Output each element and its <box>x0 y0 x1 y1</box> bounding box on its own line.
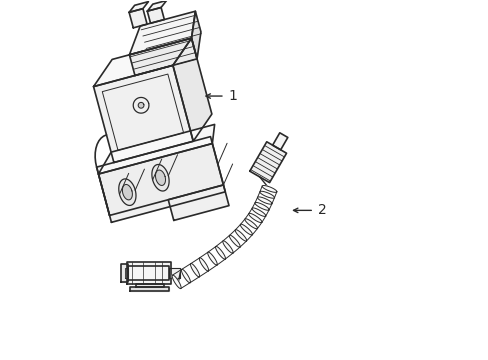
Polygon shape <box>191 11 201 59</box>
Polygon shape <box>172 275 181 289</box>
Polygon shape <box>93 65 193 162</box>
Polygon shape <box>190 264 199 277</box>
Polygon shape <box>173 38 211 141</box>
Polygon shape <box>229 235 240 247</box>
Polygon shape <box>155 170 165 185</box>
Polygon shape <box>207 252 217 265</box>
Polygon shape <box>259 191 274 198</box>
Polygon shape <box>129 1 148 12</box>
Polygon shape <box>199 258 208 271</box>
Polygon shape <box>122 184 132 200</box>
Polygon shape <box>119 179 136 206</box>
Polygon shape <box>168 185 228 220</box>
Polygon shape <box>249 142 286 183</box>
Polygon shape <box>129 9 147 28</box>
Polygon shape <box>240 224 252 235</box>
Polygon shape <box>97 136 225 222</box>
Polygon shape <box>251 208 265 216</box>
Polygon shape <box>121 264 128 282</box>
Polygon shape <box>138 103 143 108</box>
Polygon shape <box>147 8 164 23</box>
Polygon shape <box>98 125 214 174</box>
Polygon shape <box>93 38 191 87</box>
Polygon shape <box>248 213 262 222</box>
Polygon shape <box>124 267 128 278</box>
Polygon shape <box>235 230 246 241</box>
Polygon shape <box>254 202 268 210</box>
Polygon shape <box>147 0 166 11</box>
Polygon shape <box>244 219 257 229</box>
Polygon shape <box>223 241 233 253</box>
Polygon shape <box>128 266 169 280</box>
Polygon shape <box>257 197 271 204</box>
Polygon shape <box>152 165 169 191</box>
Polygon shape <box>272 133 287 150</box>
Text: 2: 2 <box>317 203 326 217</box>
Polygon shape <box>215 246 225 259</box>
Polygon shape <box>181 269 190 283</box>
Polygon shape <box>129 38 197 76</box>
Polygon shape <box>169 267 180 278</box>
Polygon shape <box>130 287 169 291</box>
Polygon shape <box>98 144 223 215</box>
Polygon shape <box>135 284 164 287</box>
Polygon shape <box>262 185 276 192</box>
Polygon shape <box>126 262 171 284</box>
Text: 1: 1 <box>228 89 237 103</box>
Polygon shape <box>129 11 195 55</box>
